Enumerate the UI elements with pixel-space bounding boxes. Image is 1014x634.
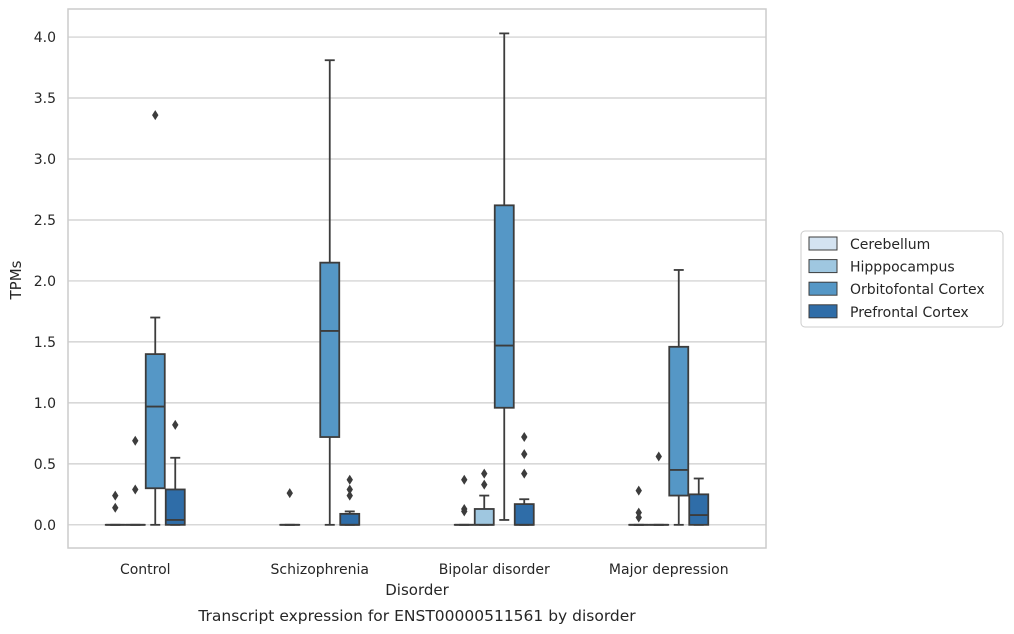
series-cerebellum	[104, 474, 650, 526]
box-iqr	[668, 345, 690, 497]
box-prefrontal-cortex-bipolar-disorder	[513, 432, 535, 526]
outlier-point	[461, 503, 468, 514]
legend-swatch	[808, 259, 838, 274]
outlier-point	[655, 451, 662, 462]
x-tick-label: Control	[120, 562, 171, 578]
box-prefrontal-cortex-schizophrenia	[339, 474, 361, 526]
legend-item-orbitofontal-cortex: Orbitofontal Cortex	[808, 281, 985, 298]
outlier-point	[112, 490, 119, 501]
outlier-point	[521, 432, 528, 443]
outlier-point	[635, 507, 642, 518]
series-prefrontal-cortex	[164, 419, 710, 526]
legend-item-cerebellum: Cerebellum	[808, 236, 930, 253]
legend: Cerebellum Hipppocampus Orbitofontal Corte…	[800, 230, 1004, 328]
y-tick-label: 3.0	[34, 152, 56, 168]
boxes-layer	[104, 32, 710, 526]
box-cerebellum-control	[104, 490, 126, 526]
outlier-point	[286, 488, 293, 499]
outlier-point	[132, 435, 139, 446]
y-tick-label: 2.0	[34, 274, 56, 290]
y-tick-label: 0.0	[34, 518, 56, 534]
box-cerebellum-bipolar-disorder	[453, 474, 475, 526]
outlier-point	[635, 485, 642, 496]
y-tick-label: 1.5	[34, 335, 56, 351]
box-iqr	[513, 503, 535, 526]
legend-item-prefrontal-cortex: Prefrontal Cortex	[808, 304, 969, 321]
box-prefrontal-cortex-major-depression	[688, 477, 710, 526]
box-prefrontal-cortex-control	[164, 419, 186, 526]
outlier-point	[346, 484, 353, 495]
outlier-point	[481, 468, 488, 479]
outlier-point	[132, 484, 139, 495]
outlier-point	[481, 479, 488, 490]
outlier-point	[521, 468, 528, 479]
legend-swatch	[808, 281, 838, 296]
outlier-point	[152, 110, 159, 121]
x-tick-label: Schizophrenia	[271, 562, 369, 578]
box-iqr	[688, 493, 710, 526]
y-axis-label: TPMs	[7, 260, 25, 300]
box-orbitofontal-cortex-bipolar-disorder	[493, 32, 515, 521]
legend-swatch	[808, 236, 838, 251]
y-tick-label: 0.5	[34, 457, 56, 473]
outlier-point	[112, 502, 119, 513]
x-axis-ticks: Control Schizophrenia Bipolar disorder Majo…	[120, 562, 729, 578]
legend-swatch	[808, 304, 838, 319]
box-cerebellum-major-depression	[628, 485, 650, 526]
box-iqr	[164, 488, 186, 526]
outlier-point	[346, 490, 353, 501]
y-axis-ticks: 0.0 0.5 1.0 1.5 2.0 2.5 3.0 3.5 4.0	[34, 30, 56, 534]
legend-label: Cerebellum	[850, 237, 930, 253]
box-iqr	[339, 512, 361, 526]
box-orbitofontal-cortex-control	[144, 110, 166, 526]
chart-caption: Transcript expression for ENST0000051156…	[197, 607, 636, 625]
box-iqr	[144, 353, 166, 490]
box-orbitofontal-cortex-schizophrenia	[319, 59, 341, 526]
grid-lines	[68, 36, 766, 526]
outlier-point	[521, 449, 528, 460]
box-orbitofontal-cortex-major-depression	[668, 269, 690, 526]
box-cerebellum-schizophrenia	[279, 488, 301, 526]
box-iqr	[319, 261, 341, 438]
x-tick-label: Major depression	[609, 562, 729, 578]
legend-frame	[800, 230, 1004, 328]
series-hipppocampus	[124, 435, 670, 526]
x-axis-label: Disorder	[385, 581, 449, 599]
legend-label: Orbitofontal Cortex	[850, 282, 985, 298]
y-tick-label: 4.0	[34, 30, 56, 46]
legend-label: Prefrontal Cortex	[850, 305, 969, 321]
outlier-point	[172, 419, 179, 430]
y-tick-label: 2.5	[34, 213, 56, 229]
y-tick-label: 1.0	[34, 396, 56, 412]
legend-label: Hipppocampus	[850, 260, 955, 276]
box-hipppocampus-bipolar-disorder	[473, 468, 495, 526]
series-orbitofontal-cortex	[144, 32, 690, 526]
box-iqr	[473, 508, 495, 526]
outlier-point	[461, 474, 468, 485]
box-iqr	[493, 204, 515, 409]
y-tick-label: 3.5	[34, 91, 56, 107]
legend-item-hipppocampus: Hipppocampus	[808, 259, 955, 276]
x-tick-label: Bipolar disorder	[439, 562, 550, 578]
outlier-point	[346, 474, 353, 485]
box-hipppocampus-control	[124, 435, 146, 526]
plot-area-frame	[67, 8, 767, 549]
box-hipppocampus-major-depression	[648, 451, 670, 526]
